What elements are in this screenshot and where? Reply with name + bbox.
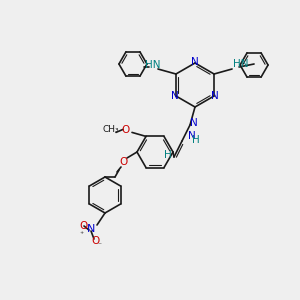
Text: N: N: [190, 118, 198, 128]
Text: CH₃: CH₃: [103, 125, 119, 134]
Text: O: O: [120, 157, 128, 167]
Text: N: N: [191, 57, 199, 67]
Text: O: O: [79, 221, 87, 231]
Text: N: N: [171, 91, 179, 101]
Text: ⁺: ⁺: [80, 230, 84, 238]
Text: O: O: [121, 125, 129, 135]
Text: N: N: [87, 224, 95, 234]
Text: HN: HN: [145, 60, 161, 70]
Text: H: H: [164, 150, 172, 160]
Text: HN: HN: [233, 59, 249, 69]
Text: ⁻: ⁻: [97, 241, 101, 250]
Text: H: H: [192, 135, 200, 145]
Text: N: N: [211, 91, 219, 101]
Text: N: N: [188, 131, 196, 141]
Text: O: O: [91, 236, 99, 246]
